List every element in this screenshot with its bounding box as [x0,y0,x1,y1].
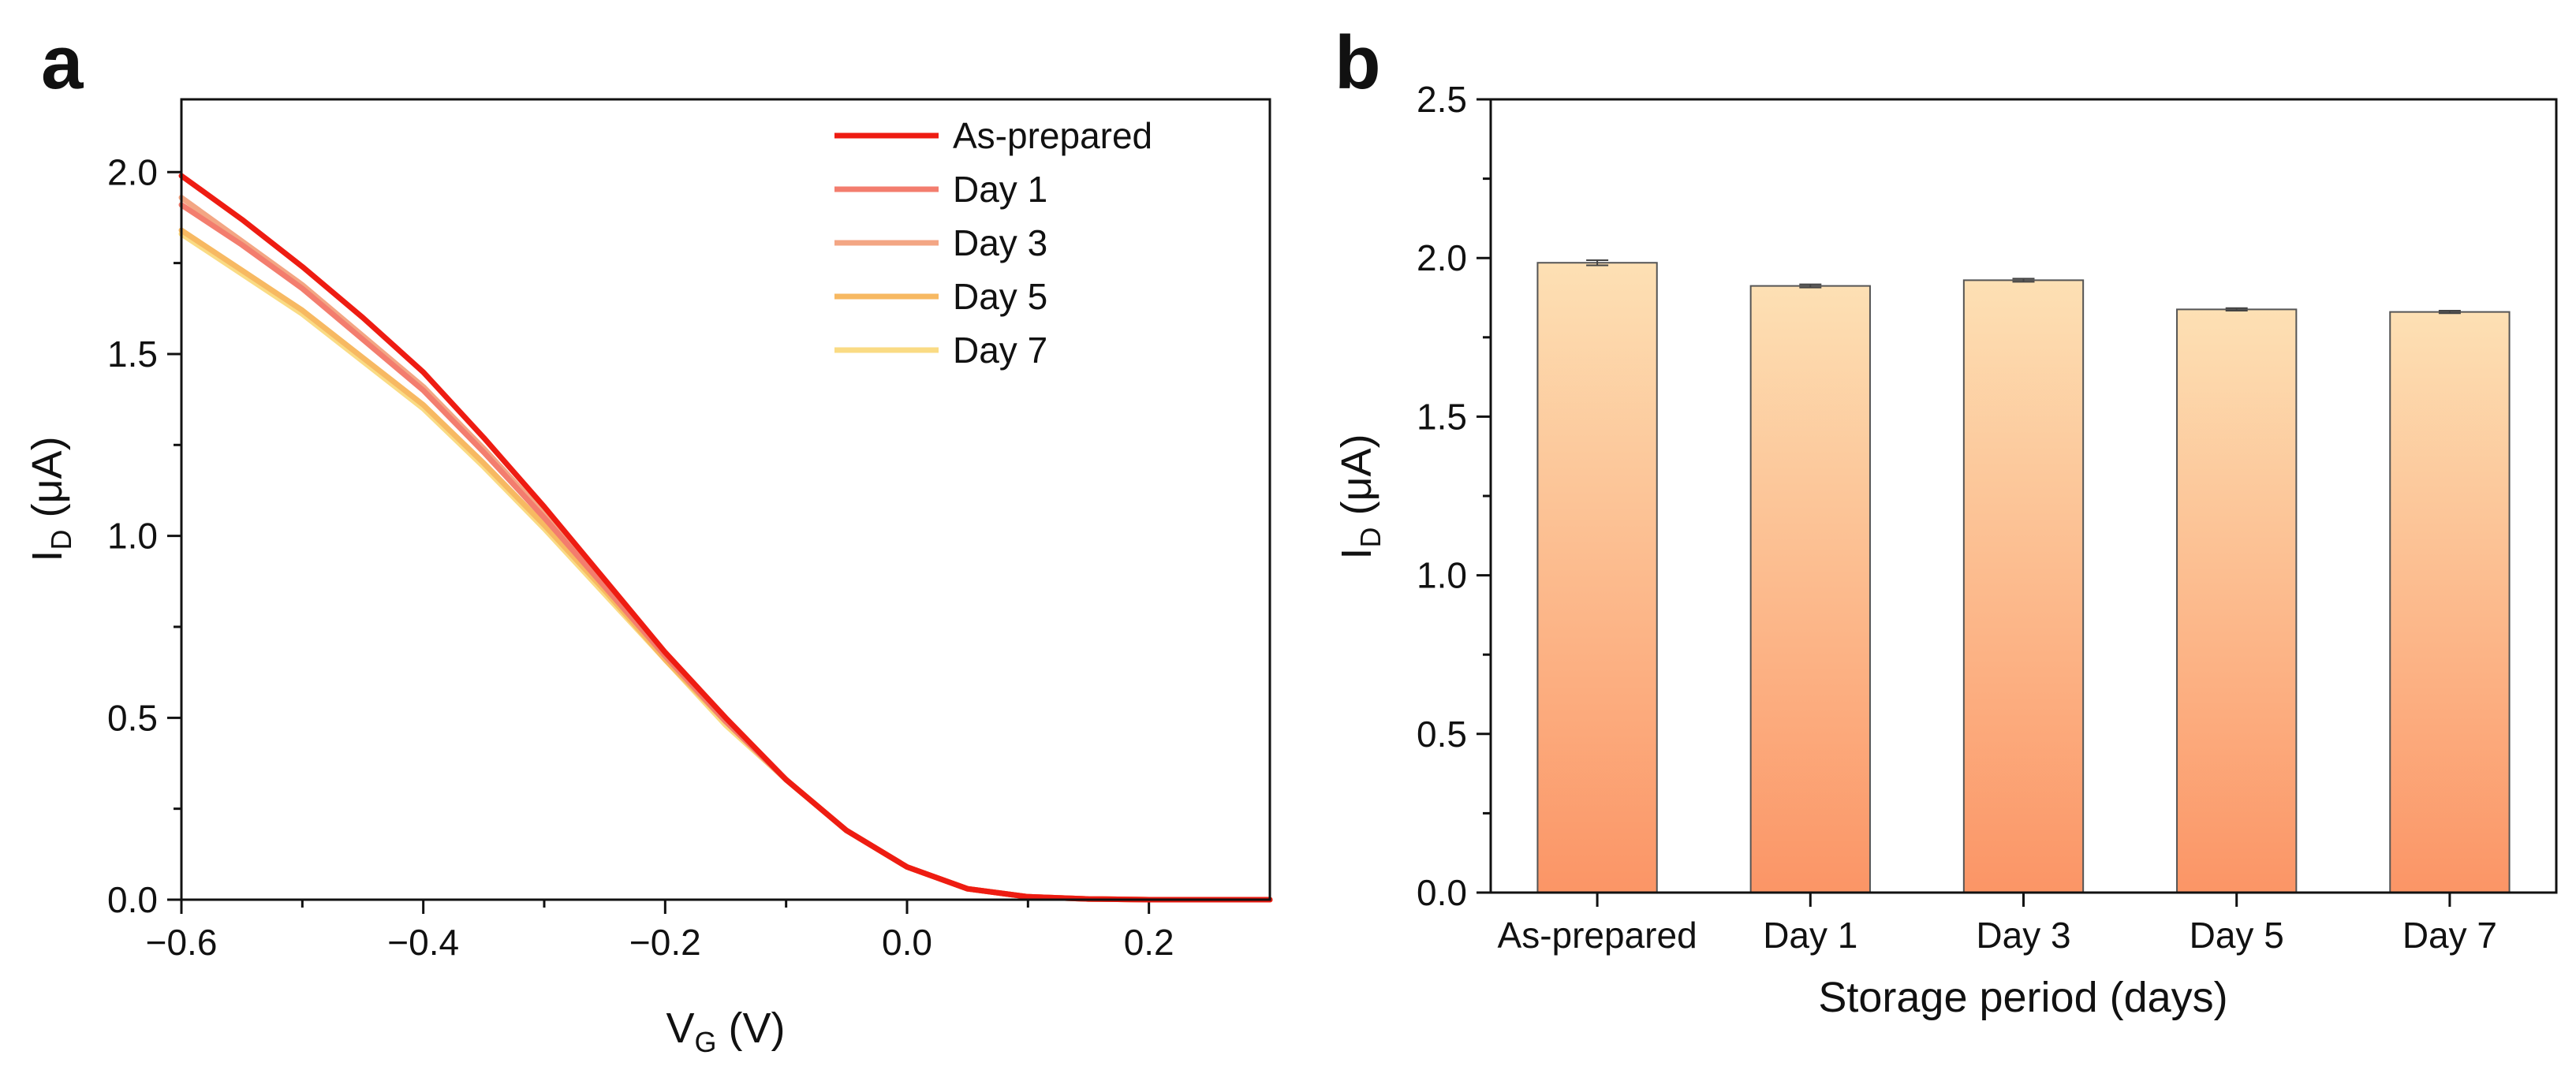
y-axis-title-a: ID (μA) [24,436,77,561]
y-tick-label-b: 2.5 [1417,79,1467,120]
y-tick-label-a: 1.0 [107,516,158,557]
legend-label: Day 1 [953,169,1047,210]
legend-label: Day 3 [953,222,1047,263]
y-tick-label-a: 0.0 [107,879,158,920]
bar [1749,285,1871,893]
x-tick-label-a: −0.4 [387,922,459,963]
x-axis-title-b: Storage period (days) [1818,974,2227,1021]
line-chart-ticks: −0.6 −0.4 −0.2 0.0 0.2 0.0 0.5 1.0 1.5 2.0 [107,151,1174,963]
panel-a-label: a [41,21,84,105]
x-axis-title-a: VG (V) [666,1005,785,1058]
y-tick-label-b: 1.0 [1417,555,1467,596]
legend-label: Day 7 [953,330,1047,371]
y-tick-label-a: 2.0 [107,151,158,192]
bar-chart-bars [1536,259,2511,894]
line-chart-series [178,173,1273,903]
legend-label: Day 5 [953,276,1047,317]
x-tick-label-a: −0.6 [146,922,218,963]
bar [1962,279,2085,894]
series-line [178,173,1273,903]
x-tick-label-a: 0.2 [1124,922,1174,963]
y-tick-label-b: 1.5 [1417,396,1467,437]
y-tick-label-a: 1.5 [107,334,158,375]
bar-chart-ticks: 0.0 0.5 1.0 1.5 2.0 2.5 As-prepared Day 1 Day 3 D… [1417,79,2497,956]
y-tick-label-b: 2.0 [1417,237,1467,278]
panel-b-label: b [1335,21,1381,105]
bar-chart-frame [1489,98,2558,894]
bar [2176,308,2298,893]
line-chart-frame [180,98,1271,901]
y-tick-label-b: 0.5 [1417,714,1467,755]
x-tick-label-a: 0.0 [882,922,932,963]
category-label: As-prepared [1498,915,1697,956]
line-chart-legend: As-prepared Day 1 Day 3 Day 5 Day 7 [834,115,1152,371]
y-axis-title-b: ID (μA) [1333,434,1387,559]
category-label: Day 5 [2190,915,2284,956]
line-chart-panel: −0.6 −0.4 −0.2 0.0 0.2 0.0 0.5 1.0 1.5 2.0 As-pre… [24,98,1273,1058]
series-line [178,202,1273,903]
category-label: Day 3 [1976,915,2070,956]
bar-chart-panel: 0.0 0.5 1.0 1.5 2.0 2.5 As-prepared Day 1 Day 3 D… [1333,79,2558,1021]
x-tick-label-a: −0.2 [629,922,701,963]
legend-label: As-prepared [953,115,1152,156]
category-label: Day 7 [2402,915,2497,956]
y-tick-label-a: 0.5 [107,697,158,738]
y-tick-label-b: 0.0 [1417,872,1467,913]
series-line [178,231,1273,903]
bar [2389,311,2511,894]
category-label: Day 1 [1763,915,1857,956]
series-line [178,227,1273,903]
bar [1536,262,1658,893]
